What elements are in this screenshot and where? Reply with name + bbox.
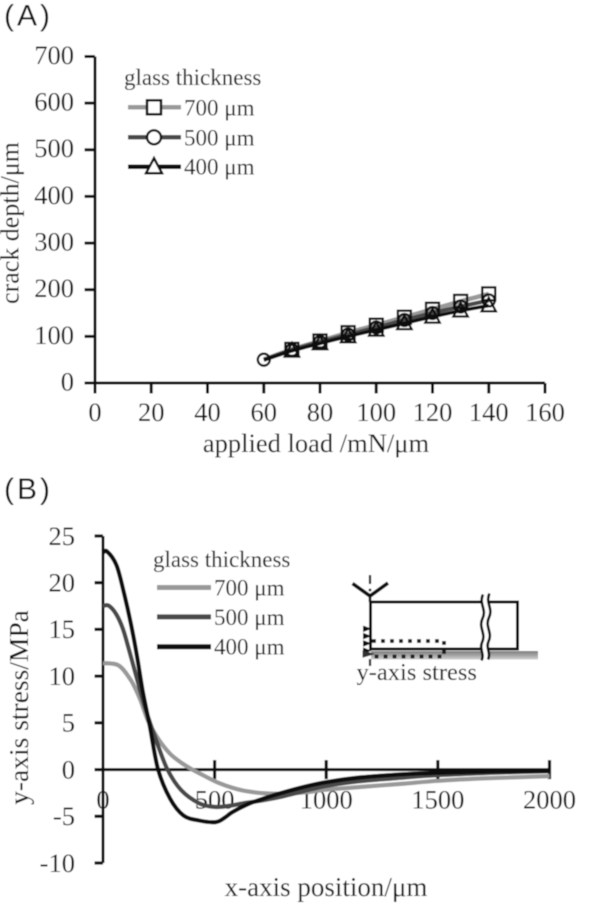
svg-text:glass thickness: glass thickness bbox=[124, 65, 261, 90]
svg-text:500 μm: 500 μm bbox=[184, 125, 255, 150]
svg-text:15: 15 bbox=[49, 614, 76, 644]
svg-text:600: 600 bbox=[34, 87, 74, 117]
svg-text:2000: 2000 bbox=[523, 785, 576, 815]
svg-text:100: 100 bbox=[356, 397, 396, 427]
svg-text:100: 100 bbox=[34, 320, 74, 350]
svg-text:glass thickness: glass thickness bbox=[153, 547, 290, 572]
svg-text:20: 20 bbox=[138, 397, 165, 427]
svg-text:applied load /mN/μm: applied load /mN/μm bbox=[203, 428, 430, 458]
svg-text:500: 500 bbox=[34, 133, 74, 163]
svg-text:y-axis stress: y-axis stress bbox=[357, 659, 477, 686]
svg-text:500: 500 bbox=[195, 785, 235, 815]
svg-text:160: 160 bbox=[525, 397, 565, 427]
svg-text:10: 10 bbox=[49, 661, 76, 691]
svg-text:700 μm: 700 μm bbox=[184, 95, 255, 120]
svg-text:200: 200 bbox=[34, 273, 74, 303]
svg-text:20: 20 bbox=[49, 568, 76, 598]
svg-text:0: 0 bbox=[62, 754, 75, 784]
svg-text:60: 60 bbox=[251, 397, 278, 427]
svg-text:y-axis stress/MPa: y-axis stress/MPa bbox=[3, 610, 34, 805]
svg-text:5: 5 bbox=[62, 708, 75, 738]
svg-text:25: 25 bbox=[49, 521, 76, 551]
svg-text:400: 400 bbox=[34, 180, 74, 210]
svg-text:crack depth/μm: crack depth/μm bbox=[0, 142, 25, 304]
svg-text:40: 40 bbox=[194, 397, 221, 427]
svg-text:x-axis position/μm: x-axis position/μm bbox=[225, 872, 428, 902]
svg-text:300: 300 bbox=[34, 227, 74, 257]
svg-text:1500: 1500 bbox=[411, 785, 464, 815]
svg-text:500 μm: 500 μm bbox=[214, 605, 285, 630]
svg-text:400 μm: 400 μm bbox=[214, 635, 285, 660]
svg-text:400 μm: 400 μm bbox=[184, 155, 255, 180]
svg-text:700: 700 bbox=[34, 40, 74, 70]
svg-text:0: 0 bbox=[88, 397, 101, 427]
svg-text:80: 80 bbox=[307, 397, 334, 427]
svg-text:-10: -10 bbox=[40, 848, 75, 878]
svg-text:(A): (A) bbox=[4, 0, 53, 33]
svg-text:120: 120 bbox=[413, 397, 453, 427]
svg-text:700 μm: 700 μm bbox=[214, 576, 285, 601]
svg-text:-5: -5 bbox=[53, 801, 75, 831]
svg-text:(B): (B) bbox=[4, 473, 53, 506]
svg-text:0: 0 bbox=[61, 366, 74, 396]
svg-text:140: 140 bbox=[469, 397, 509, 427]
svg-text:0: 0 bbox=[96, 785, 109, 815]
